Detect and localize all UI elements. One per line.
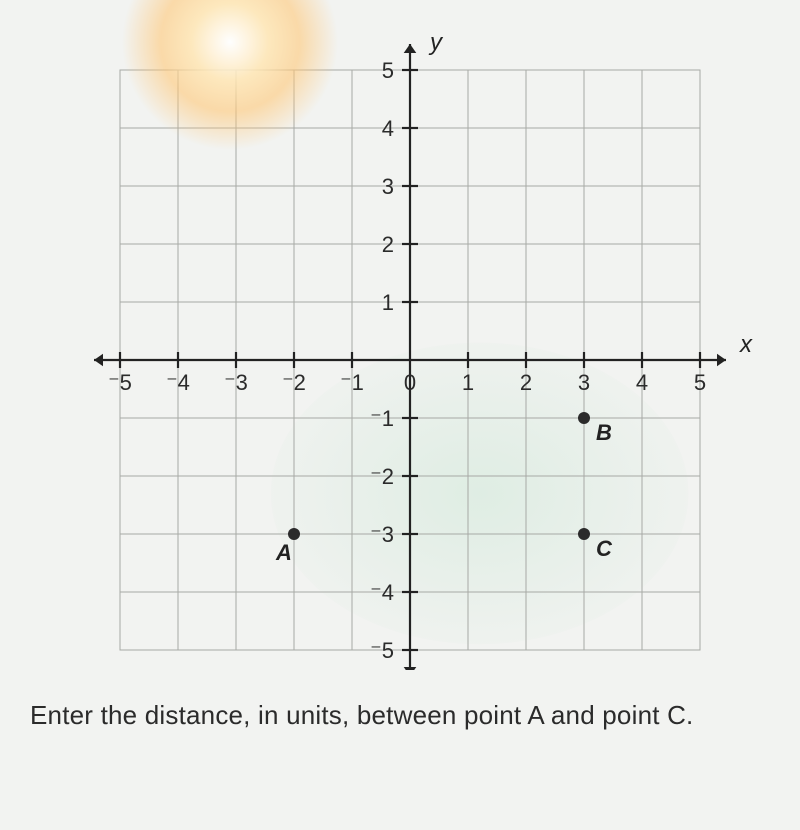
y-tick-label: ⁻5 (370, 638, 394, 663)
graph-svg: ⁻5 ⁻4 ⁻3 ⁻2 ⁻1 0 1 2 3 4 5 5 4 3 2 1 ⁻1 ⁻2 ⁻3 ⁻4 ⁻5 y x A B C (40, 30, 760, 670)
x-axis-label: x (739, 331, 753, 358)
axis-arrow (404, 44, 417, 53)
x-tick-label: 3 (578, 370, 590, 395)
y-tick-label: ⁻2 (370, 464, 394, 489)
x-tick-label: ⁻2 (282, 370, 306, 395)
point-b (578, 412, 590, 424)
x-tick-label: 0 (404, 370, 416, 395)
axis-arrow (717, 354, 726, 367)
x-tick-label: ⁻5 (108, 370, 132, 395)
x-tick-label: 1 (462, 370, 474, 395)
x-tick-label: 4 (636, 370, 648, 395)
point-label-b: B (596, 420, 612, 445)
x-tick-label: 2 (520, 370, 532, 395)
axis-arrow (404, 667, 417, 670)
x-tick-label: ⁻4 (166, 370, 190, 395)
coordinate-graph: ⁻5 ⁻4 ⁻3 ⁻2 ⁻1 0 1 2 3 4 5 5 4 3 2 1 ⁻1 ⁻2 ⁻3 ⁻4 ⁻5 y x A B C (40, 30, 760, 670)
point-a (288, 528, 300, 540)
y-tick-label: ⁻3 (370, 522, 394, 547)
y-tick-label: 4 (382, 116, 394, 141)
y-tick-label: 3 (382, 174, 394, 199)
y-tick-label: 1 (382, 290, 394, 315)
question-text: Enter the distance, in units, between po… (30, 700, 800, 731)
point-label-c: C (596, 536, 613, 561)
axis-arrow (94, 354, 103, 367)
y-tick-label: 2 (382, 232, 394, 257)
y-axis-label: y (428, 30, 444, 56)
x-tick-label: ⁻3 (224, 370, 248, 395)
y-tick-label: 5 (382, 58, 394, 83)
point-label-a: A (275, 540, 292, 565)
point-c (578, 528, 590, 540)
y-tick-label: ⁻4 (370, 580, 394, 605)
x-tick-label: 5 (694, 370, 706, 395)
y-tick-label: ⁻1 (370, 406, 394, 431)
x-tick-label: ⁻1 (340, 370, 364, 395)
screen-reflection (271, 343, 689, 645)
